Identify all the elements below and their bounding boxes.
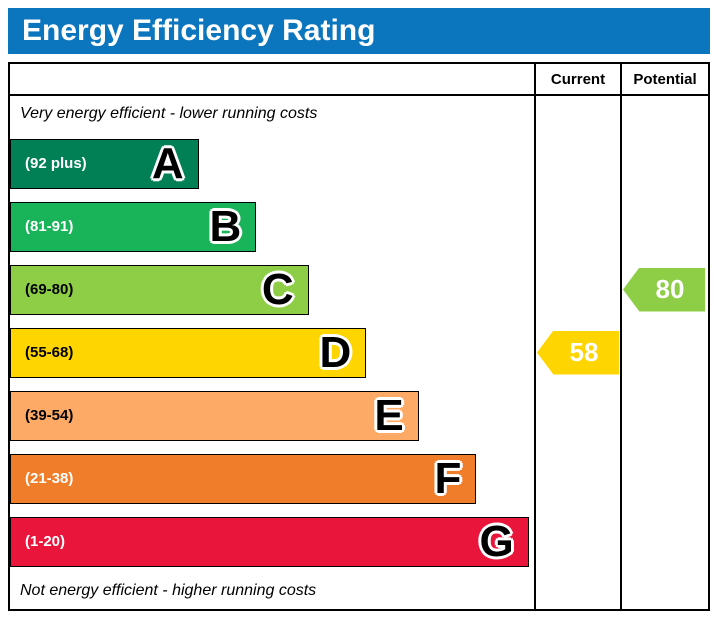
band-range-label: (21-38) <box>25 470 74 487</box>
band-bar-f: (21-38) F <box>10 453 477 504</box>
caption-top: Very energy efficient - lower running co… <box>20 105 318 122</box>
band-letter: A <box>151 138 184 188</box>
band-row-e: (39-54) E <box>10 384 534 447</box>
band-letter: F <box>434 453 462 503</box>
band-letter: B <box>209 201 242 251</box>
band-bar-e: (39-54) E <box>10 390 419 441</box>
energy-efficiency-chart: Current Potential Very energy efficient … <box>8 62 710 611</box>
band-range-label: (81-91) <box>25 218 74 235</box>
caption-bottom: Not energy efficient - higher running co… <box>20 582 317 599</box>
band-range-label: (55-68) <box>25 344 74 361</box>
band-row-d: (55-68) D <box>10 321 534 384</box>
column-header-potential: Potential <box>620 64 708 94</box>
band-range-label: (92 plus) <box>25 155 87 172</box>
band-row-f: (21-38) F <box>10 447 534 510</box>
band-letter: G <box>479 516 514 566</box>
band-bar-c: (69-80) C <box>10 264 309 315</box>
column-header-current: Current <box>534 64 620 94</box>
band-bar-d: (55-68) D <box>10 327 367 378</box>
potential-rating-arrow: 80 <box>623 267 705 312</box>
band-letter: D <box>319 327 352 377</box>
band-bar-g: (1-20) G <box>10 516 529 567</box>
page-title: Energy Efficiency Rating <box>8 8 710 54</box>
band-row-a: (92 plus) A <box>10 132 534 195</box>
band-range-label: (1-20) <box>25 533 66 550</box>
band-range-label: (39-54) <box>25 407 74 424</box>
chart-header-row: Current Potential <box>10 64 708 96</box>
band-row-c: (69-80) C <box>10 258 534 321</box>
potential-column: 80 <box>620 96 708 609</box>
band-letter: C <box>261 264 294 314</box>
band-row-b: (81-91) B <box>10 195 534 258</box>
bands-area: Very energy efficient - lower running co… <box>10 96 534 609</box>
band-range-label: (69-80) <box>25 281 74 298</box>
band-row-g: (1-20) G <box>10 510 534 573</box>
band-bar-a: (92 plus) A <box>10 138 199 189</box>
rating-bands: (92 plus) A (81-91) B (69-80) C (55-68) D (39-54… <box>10 132 534 573</box>
band-bar-b: (81-91) B <box>10 201 257 252</box>
current-rating-arrow: 58 <box>537 330 619 375</box>
band-letter: E <box>374 390 404 440</box>
header-spacer <box>10 64 534 94</box>
current-column: 58 <box>534 96 620 609</box>
chart-body: Very energy efficient - lower running co… <box>10 96 708 609</box>
